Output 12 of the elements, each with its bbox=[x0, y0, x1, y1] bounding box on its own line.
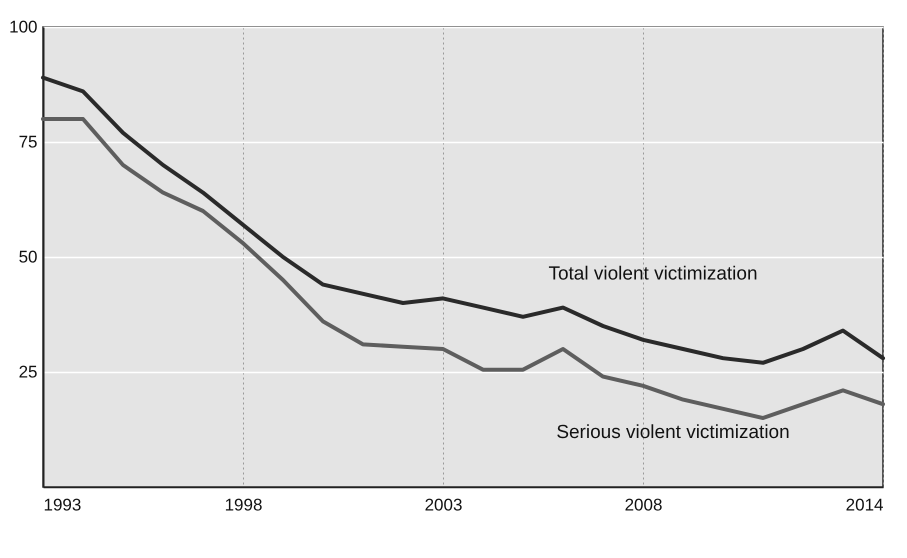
x-tick-label: 2014 bbox=[846, 496, 884, 514]
x-tick-label: 1998 bbox=[224, 496, 262, 514]
x-tick-label: 2008 bbox=[624, 496, 662, 514]
x-tick-label: 1993 bbox=[44, 496, 82, 514]
y-tick-label: 50 bbox=[18, 248, 38, 266]
series-label: Total violent victimization bbox=[548, 264, 758, 285]
series-label: Serious violent victimization bbox=[556, 422, 790, 443]
line-series bbox=[41, 117, 885, 420]
y-tick-label: 100 bbox=[9, 18, 38, 36]
y-tick-label: 25 bbox=[18, 362, 38, 382]
y-tick-label: 75 bbox=[18, 132, 38, 152]
x-tick-label: 2003 bbox=[424, 496, 462, 514]
